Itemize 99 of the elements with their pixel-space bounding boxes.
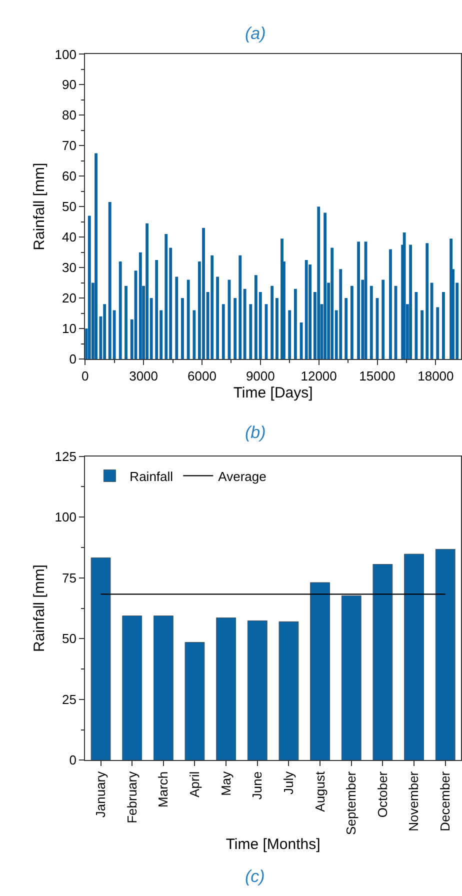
bar xyxy=(216,617,236,760)
x-tick-label: 12000 xyxy=(300,368,337,384)
y-tick-label: 100 xyxy=(54,46,77,62)
bar xyxy=(344,298,348,360)
bar xyxy=(210,255,214,360)
chart-title: (a) xyxy=(245,24,266,43)
y-tick-label: 75 xyxy=(62,570,77,586)
bar xyxy=(90,557,111,760)
bar xyxy=(310,582,330,760)
bar xyxy=(414,292,418,360)
y-tick-label: 25 xyxy=(62,692,77,707)
bar xyxy=(184,642,205,760)
y-tick-label: 80 xyxy=(62,108,77,123)
x-tick-label: 18000 xyxy=(418,368,454,384)
bar xyxy=(278,621,299,760)
bar xyxy=(275,298,278,360)
bar xyxy=(247,620,268,760)
x-tick-label: 0 xyxy=(81,368,89,384)
bar xyxy=(436,307,440,360)
text: (c) xyxy=(245,867,265,886)
bar xyxy=(426,243,429,360)
bar xyxy=(304,260,308,360)
bar xyxy=(155,260,158,360)
y-tick-label: 60 xyxy=(62,168,77,184)
bar xyxy=(175,276,178,360)
bar xyxy=(350,286,354,360)
x-axis-title: Time [Days] xyxy=(233,384,313,402)
bar xyxy=(420,310,424,360)
bar xyxy=(153,616,174,760)
y-tick-label: 50 xyxy=(62,199,77,214)
bar xyxy=(186,280,190,360)
y-axis-title: Rainfall [mm] xyxy=(31,564,48,652)
x-tick-label: April xyxy=(186,771,202,798)
x-tick-label: December xyxy=(438,770,453,832)
x-tick-label: March xyxy=(156,771,171,808)
bar xyxy=(243,288,246,360)
x-tick-label: June xyxy=(250,771,265,800)
bar xyxy=(103,304,106,360)
bar xyxy=(164,234,168,360)
x-tick-label: November xyxy=(406,770,422,832)
y-tick-label: 40 xyxy=(62,230,77,245)
bar xyxy=(404,554,424,760)
y-axis-title: Rainfall [mm] xyxy=(31,162,48,250)
bar xyxy=(270,286,274,360)
x-tick-label: August xyxy=(312,771,328,812)
legend-label: Rainfall xyxy=(130,468,174,484)
bar xyxy=(216,276,220,360)
bar xyxy=(409,244,412,360)
bar xyxy=(138,252,142,360)
x-tick-label: 15000 xyxy=(359,368,396,384)
bar xyxy=(222,304,225,360)
bar xyxy=(181,298,184,360)
bar xyxy=(300,322,303,360)
x-tick-label: July xyxy=(280,770,296,794)
bar xyxy=(238,255,242,360)
y-tick-label: 10 xyxy=(62,321,77,336)
x-tick-label: 9000 xyxy=(246,368,275,384)
y-tick-label: 50 xyxy=(62,631,77,646)
bar xyxy=(370,286,373,360)
bar xyxy=(324,212,327,360)
y-tick-label: 70 xyxy=(62,138,77,154)
x-tick-label: February xyxy=(124,770,140,824)
y-tick-label: 90 xyxy=(62,77,77,92)
chart-title: (b) xyxy=(245,423,266,442)
bar xyxy=(124,286,128,360)
y-tick-label: 0 xyxy=(69,352,77,367)
y-tick-label: 20 xyxy=(62,290,77,306)
x-tick-label: January xyxy=(93,770,108,818)
bar xyxy=(317,206,320,360)
bar xyxy=(294,288,297,360)
bar xyxy=(402,232,406,360)
bar xyxy=(339,269,342,360)
bar xyxy=(435,548,456,760)
x-axis-title: Time [Months] xyxy=(226,836,320,853)
bar xyxy=(118,261,122,360)
y-tick-label: 0 xyxy=(69,752,77,768)
bar xyxy=(234,298,237,360)
bar xyxy=(341,595,362,760)
x-tick-label: September xyxy=(344,770,359,835)
bar xyxy=(357,242,360,360)
x-tick-label: October xyxy=(374,770,390,818)
bar xyxy=(192,310,196,360)
bar xyxy=(330,248,334,360)
bar xyxy=(288,310,292,360)
bar xyxy=(122,616,142,760)
x-tick-label: 6000 xyxy=(188,368,216,384)
bar xyxy=(389,249,392,360)
x-tick-label: May xyxy=(218,770,234,796)
x-tick-label: 3000 xyxy=(129,368,158,384)
y-tick-label: 100 xyxy=(54,510,77,525)
bar xyxy=(249,304,252,360)
y-tick-label: 30 xyxy=(62,260,77,276)
bar xyxy=(382,280,385,360)
bar xyxy=(372,564,393,760)
bar xyxy=(442,292,445,360)
bar xyxy=(146,223,149,360)
y-tick-label: 125 xyxy=(54,448,77,464)
legend-label: Average xyxy=(218,468,266,484)
bar xyxy=(88,216,91,360)
